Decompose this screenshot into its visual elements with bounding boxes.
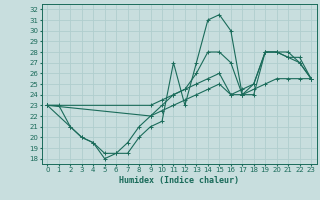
X-axis label: Humidex (Indice chaleur): Humidex (Indice chaleur) [119, 176, 239, 185]
